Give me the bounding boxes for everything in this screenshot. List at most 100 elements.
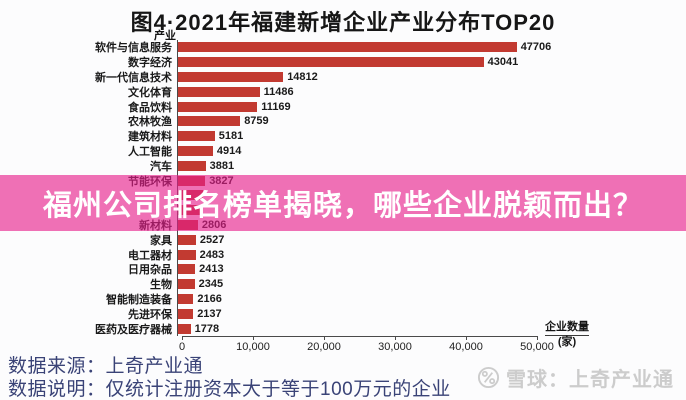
bar <box>178 234 196 245</box>
category-label: 新一代信息技术 <box>95 72 172 84</box>
category-label: 电工器材 <box>128 249 172 262</box>
bar <box>178 160 206 171</box>
chart-title: 图4·2021年福建新增企业产业分布TOP20 <box>130 10 556 35</box>
bar-zone: 3881 <box>177 158 686 174</box>
category-label: 软件与信息服务 <box>95 42 172 55</box>
bar-zone: 4914 <box>177 143 686 159</box>
bar <box>178 249 196 260</box>
bar <box>178 57 484 68</box>
tick-mark <box>324 336 325 340</box>
bar-zone: 2483 <box>177 247 686 262</box>
chart-row: 农林牧渔 8759 <box>0 113 686 129</box>
bar-value-label: 1778 <box>194 322 220 335</box>
bar-value-label: 8759 <box>244 115 269 128</box>
tick-mark <box>537 336 538 340</box>
x-axis-title-unit: (家) <box>557 336 577 348</box>
y-axis-title: 产业 <box>154 30 176 42</box>
bar-zone: 2345 <box>177 276 686 292</box>
bar <box>178 323 191 334</box>
bar-value-label: 14812 <box>287 70 318 83</box>
bar <box>178 279 195 290</box>
x-axis-ticks: 0 10,000 20,000 30,000 40,000 50,000 <box>178 336 554 356</box>
bar-zone: 43041 <box>177 54 686 70</box>
category-label: 文化体育 <box>128 86 172 99</box>
bar <box>178 293 194 304</box>
bar-zone: 47706 <box>177 40 686 55</box>
bar-zone: 11486 <box>177 84 686 100</box>
bar <box>178 116 241 127</box>
tick-label: 40,000 <box>449 341 483 353</box>
category-label: 数字经济 <box>128 57 172 70</box>
bar-value-label: 2137 <box>197 307 222 320</box>
bar-zone: 8759 <box>177 113 686 129</box>
bar-value-label: 2166 <box>197 292 222 305</box>
category-label: 建筑材料 <box>128 131 172 144</box>
category-label: 人工智能 <box>128 145 172 158</box>
chart-row: 软件与信息服务 47706 <box>0 40 686 55</box>
bar-value-label: 4914 <box>216 144 242 157</box>
bar-value-label: 43041 <box>487 56 519 69</box>
bar-zone: 14812 <box>177 69 686 85</box>
bar-value-label: 47706 <box>520 41 552 54</box>
tick-mark <box>182 336 183 340</box>
bar <box>178 131 215 142</box>
category-label: 农林牧渔 <box>128 116 172 129</box>
chart-row: 医药及医疗器械 1778 <box>0 321 686 336</box>
headline-banner: 福州公司排名榜单揭晓，哪些企业脱颖而出？ <box>0 175 686 231</box>
bar <box>178 264 196 275</box>
bar <box>178 42 517 53</box>
tick-label: 50,000 <box>520 341 554 353</box>
bar-value-label: 11486 <box>263 85 294 98</box>
bar <box>178 308 194 319</box>
watermark-text: 雪球：上奇产业通 <box>506 369 674 391</box>
tick-mark <box>395 336 396 340</box>
category-label: 家具 <box>150 234 172 247</box>
data-note-line: 数据说明：仅统计注册资本大于等于100万元的企业 <box>8 379 451 400</box>
bar-zone: 1778 <box>177 321 686 336</box>
chart-row: 食品饮料 11169 <box>0 99 686 114</box>
bar-value-label: 5181 <box>218 130 244 143</box>
bar-zone: 2527 <box>177 232 686 248</box>
category-label: 汽车 <box>150 160 172 173</box>
bar-zone: 11169 <box>177 99 686 114</box>
chart-row: 人工智能 4914 <box>0 143 686 159</box>
x-axis-line <box>182 336 537 337</box>
headline-text: 福州公司排名榜单揭晓，哪些企业脱颖而出？ <box>42 190 643 222</box>
tick-label: 0 <box>178 341 186 353</box>
bar-value-label: 11169 <box>261 100 291 113</box>
bar-zone: 2137 <box>177 306 686 322</box>
chart-row: 建筑材料 5181 <box>0 128 686 144</box>
category-label: 智能制造装备 <box>106 293 172 306</box>
bar <box>178 86 260 97</box>
bar <box>178 145 213 156</box>
category-label: 日用杂品 <box>128 264 172 277</box>
bar-value-label: 2413 <box>199 263 224 276</box>
chart-row: 智能制造装备 2166 <box>0 291 686 307</box>
chart-row: 汽车 3881 <box>0 158 686 174</box>
bar <box>178 71 284 82</box>
chart-row: 文化体育 11486 <box>0 84 686 100</box>
bar-zone: 2166 <box>177 291 686 307</box>
tick-label: 30,000 <box>378 341 412 353</box>
bar-zone: 5181 <box>177 128 686 144</box>
chart-row: 新一代信息技术 14812 <box>0 69 686 85</box>
tick-mark <box>466 336 467 340</box>
chart-row: 先进环保 2137 <box>0 306 686 322</box>
data-source-line: 数据来源：上奇产业通 <box>8 356 204 377</box>
tick-label: 20,000 <box>307 341 341 353</box>
chart-row: 家具 2527 <box>0 232 686 248</box>
tick-label: 10,000 <box>236 341 270 353</box>
chart-row: 生物 2345 <box>0 276 686 292</box>
bar-value-label: 2527 <box>199 233 225 246</box>
tick-mark <box>253 336 254 340</box>
bar-value-label: 2345 <box>198 278 224 291</box>
chart-row: 数字经济 43041 <box>0 54 686 70</box>
bar-value-label: 2483 <box>199 248 225 261</box>
watermark: 雪球：上奇产业通 <box>477 363 674 392</box>
x-axis-title: 企业数量 (家) <box>545 321 589 349</box>
chart-row: 日用杂品 2413 <box>0 261 686 277</box>
category-label: 医药及医疗器械 <box>95 323 172 336</box>
category-label: 先进环保 <box>128 308 172 321</box>
xueqiu-logo-icon <box>477 366 500 389</box>
